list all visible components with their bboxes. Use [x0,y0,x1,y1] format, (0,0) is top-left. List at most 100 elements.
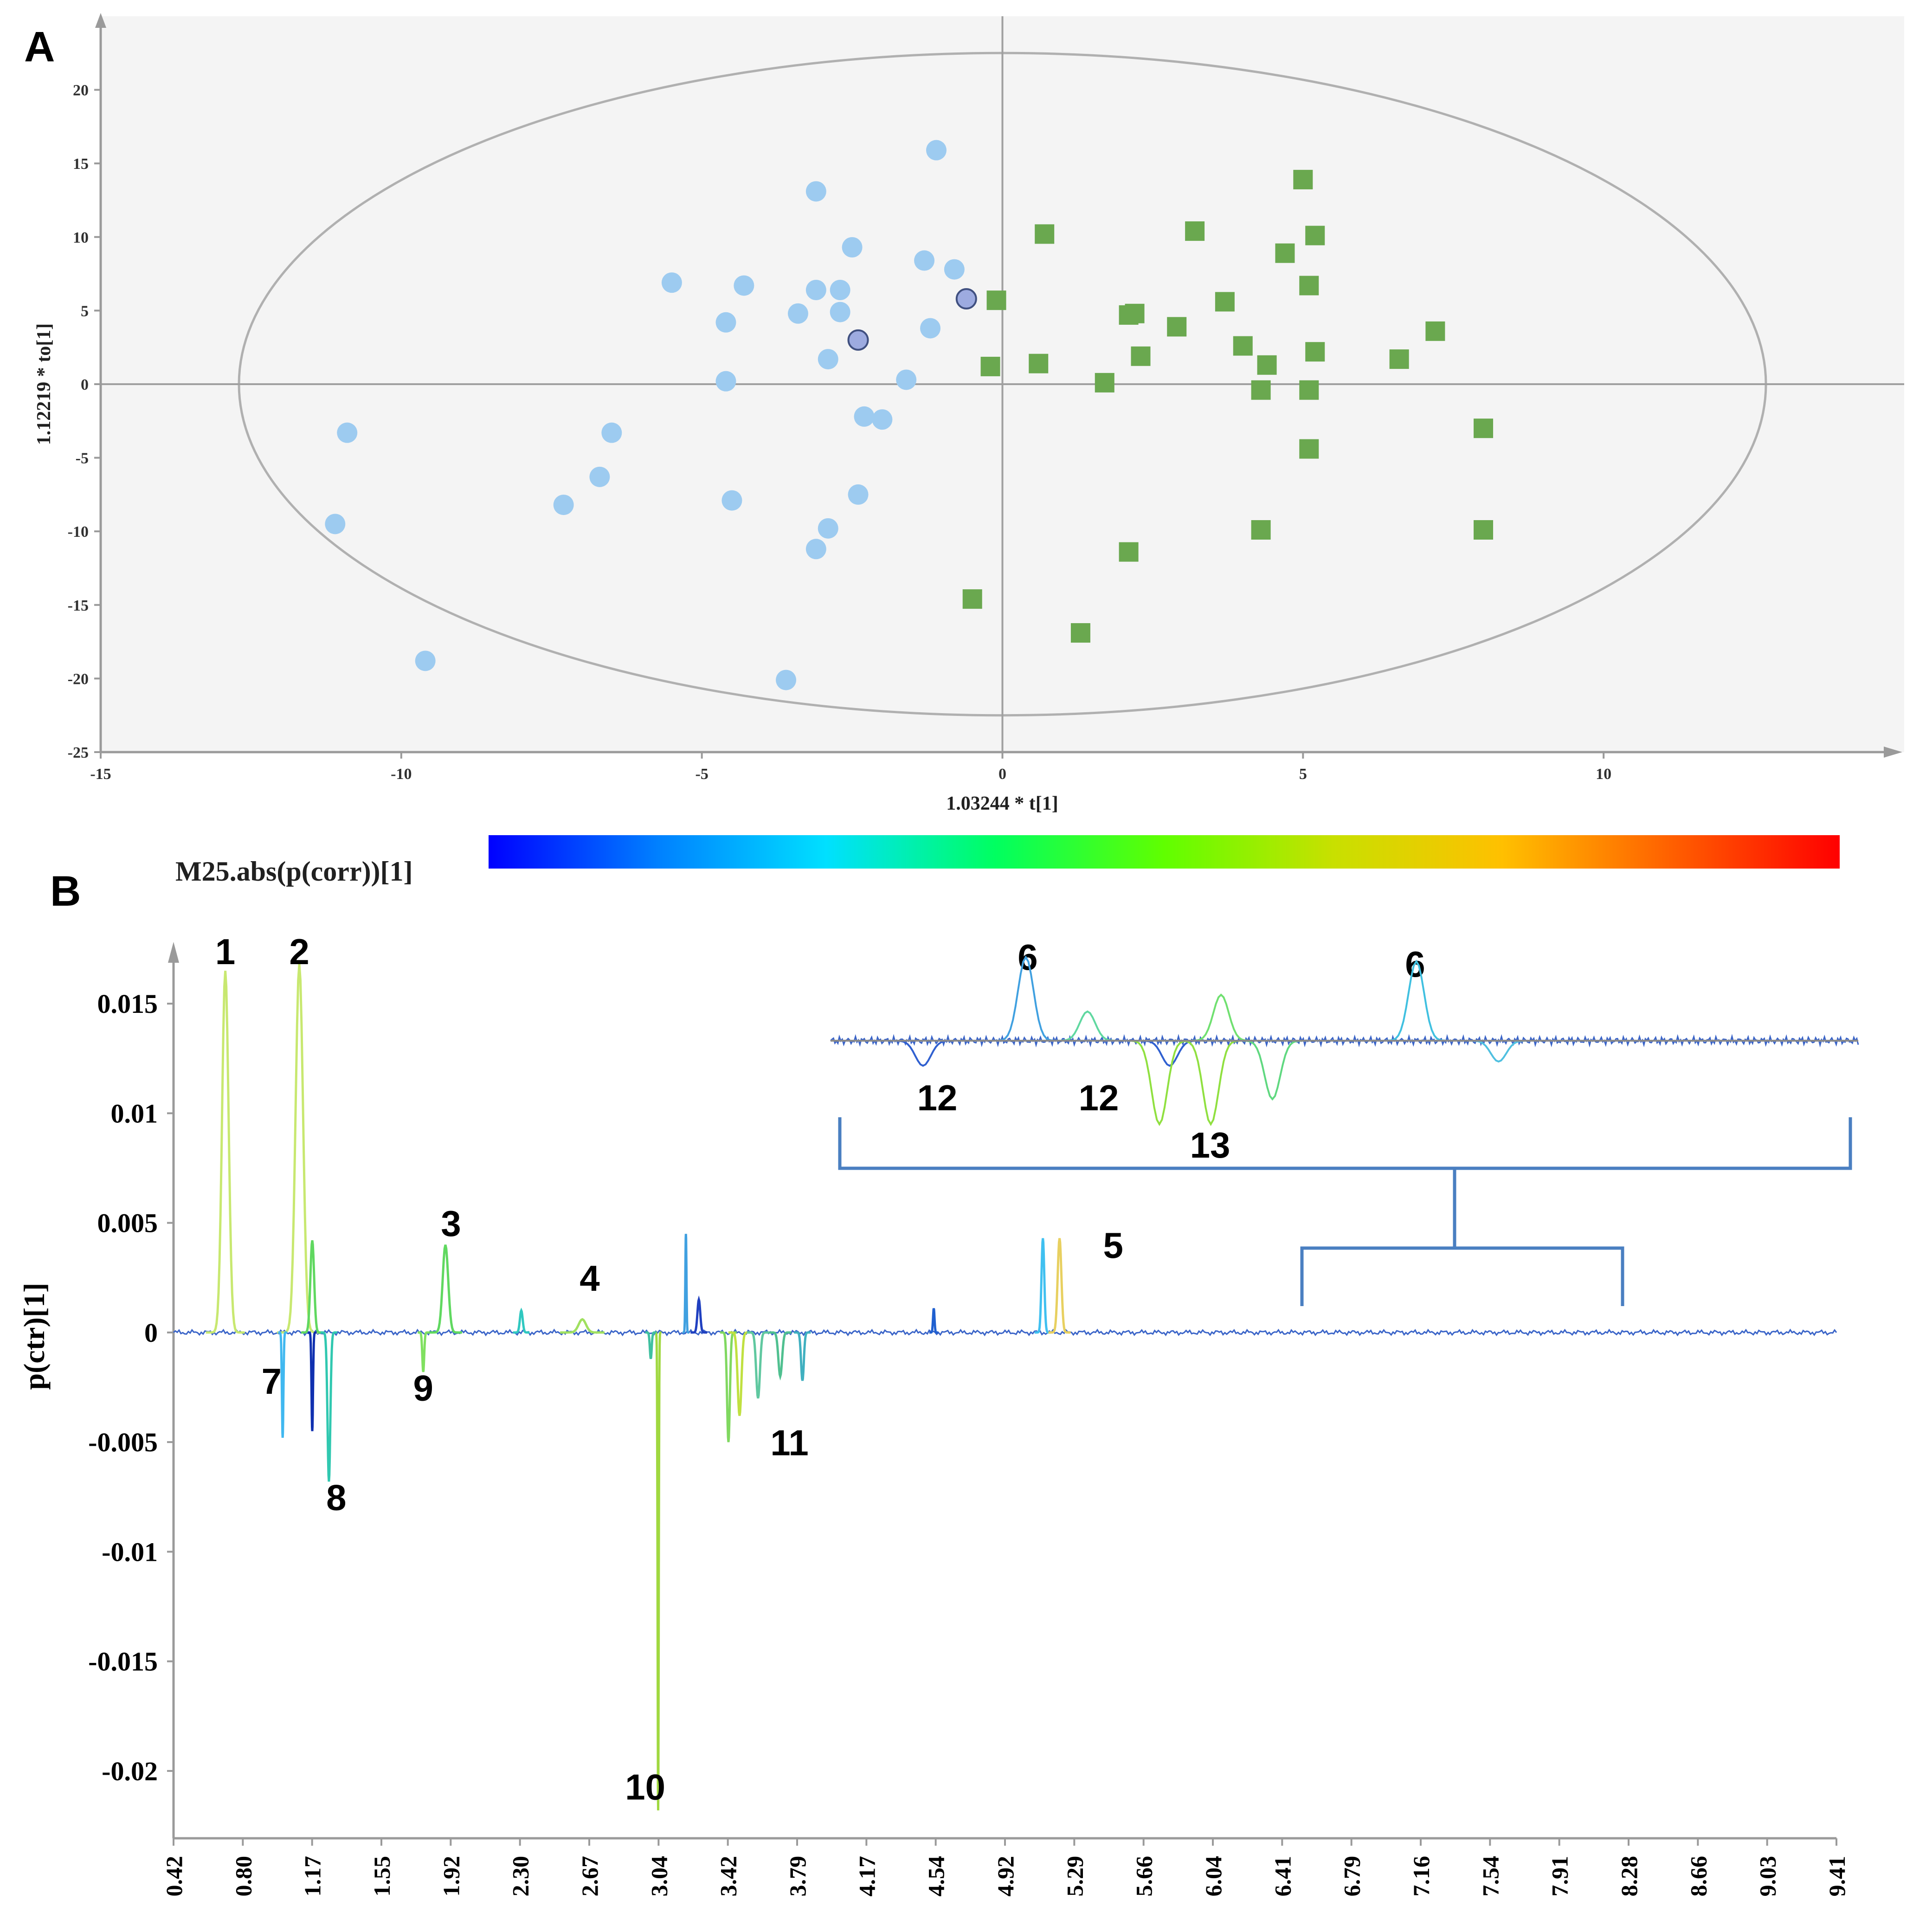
peak-label: 2 [289,931,309,972]
y-tick-label: 15 [73,155,89,173]
data-point-circle [926,140,947,161]
spectrum-baseline [173,1328,1837,1337]
data-point-square [1305,342,1325,362]
data-point-square [1257,355,1277,375]
data-point-square [1131,346,1151,366]
data-point-circle [872,409,893,430]
b-y-tick-label: -0.02 [102,1756,158,1786]
b-x-tick-label: 3.42 [715,1856,741,1897]
b-x-tick-label: 4.54 [923,1856,949,1897]
spectrum-peak [513,1307,530,1334]
loadings-plot: 0.015 0.01 0.005 0 -0.005 -0.01 -0.015 -0.02 0.… [18,931,1859,1897]
peak-label: 7 [262,1361,282,1402]
inset-peak-label: 12 [1079,1077,1119,1118]
colorbar: M25.abs(p(corr))[1] [175,835,1840,887]
data-point-square [1299,439,1319,459]
x-tick-label: 0 [998,766,1006,783]
data-point-circle [842,237,863,258]
y-axis-arrow [95,13,106,28]
inset-peak [1241,1040,1303,1101]
spectrum-lines [173,964,1837,1810]
data-point-square [1070,623,1090,643]
x-tick-group: -15 -10 -5 0 5 10 [90,752,1611,783]
spectrum-peak [418,1331,429,1372]
data-point-square [1474,419,1494,438]
inset-peak [1385,960,1448,1042]
data-point-square [1425,321,1445,341]
spectrum-peak [690,1295,708,1334]
b-x-tick-label: 9.03 [1755,1856,1781,1897]
data-point-circle [818,349,838,370]
peak-label: 10 [625,1766,665,1807]
y-tick-group: 20 15 10 5 0 -5 -10 -15 -20 -25 [68,82,101,761]
peak-label: 1 [215,931,235,972]
data-point-circle [415,650,436,671]
inset-peak-label: 13 [1190,1125,1230,1166]
data-point-square [1119,542,1139,562]
score-plot: -15 -10 -5 0 5 10 20 15 10 5 0 -5 -10 -15 -20 -25 1.03… [33,13,1904,814]
b-x-tick-label: 0.80 [230,1856,256,1897]
spectrum-peak [308,1331,317,1431]
b-x-tick-label: 7.54 [1477,1856,1503,1897]
y-axis-label: 1.12219 * to[1] [33,323,55,445]
b-x-tick-label: 0.42 [161,1856,187,1897]
b-x-tick-label: 8.28 [1616,1856,1642,1897]
data-point-square [1125,303,1145,323]
data-point-square [1305,225,1325,245]
b-x-tick-label: 1.92 [438,1856,464,1897]
spectrum-peak [655,1331,662,1810]
y-tick-label: -5 [76,450,89,467]
data-point-square [1275,243,1295,263]
data-point-square [1215,292,1235,312]
b-y-axis-label: p(ctr)[1] [18,1283,51,1390]
b-y-tick-label: 0.01 [111,1098,158,1128]
data-point-circle [715,371,736,392]
zoom-bracket [838,1117,1852,1306]
data-point-circle [601,422,622,443]
peak-label: 9 [413,1367,433,1408]
inset-peak [892,1040,954,1067]
spectrum-peak [1048,1238,1071,1334]
y-tick-label: 5 [81,303,89,320]
bracket-upper [838,1117,1852,1170]
b-x-tick-label: 7.91 [1547,1856,1573,1897]
b-x-tick-label: 6.04 [1200,1856,1226,1897]
b-x-tick-label: 6.79 [1339,1856,1365,1897]
data-point-square [1389,349,1409,369]
x-axis-label: 1.03244 * t[1] [946,793,1058,814]
spectrum-peak [720,1331,737,1443]
data-point-square [1185,221,1205,241]
inset-peak [1180,1040,1242,1127]
data-point-circle [914,250,935,271]
y-tick-label: -25 [68,744,89,761]
data-point-square [980,356,1000,376]
b-y-tick-group: 0.015 0.01 0.005 0 -0.005 -0.01 -0.015 -0.02 [88,989,174,1786]
x-tick-label: -10 [391,766,412,783]
colorbar-gradient [489,835,1840,869]
x-axis-arrow [1884,747,1902,758]
y-tick-label: -20 [68,670,89,688]
panel-label-b: B [50,868,81,915]
b-x-tick-label: 8.66 [1685,1856,1711,1897]
data-point-square [1029,354,1049,374]
spectrum-peak [301,1240,323,1334]
b-x-tick-label: 3.04 [646,1856,672,1897]
data-point-square [1251,380,1271,400]
data-point-circle [805,279,826,300]
spectrum-peak [560,1318,605,1334]
spectrum-peak [769,1331,792,1381]
spectrum-peak [206,971,245,1334]
b-y-tick-label: -0.005 [88,1427,158,1457]
spectrum-peak [429,1244,462,1334]
b-x-tick-label: 2.67 [577,1856,603,1897]
data-point-square [986,290,1006,310]
bracket-lower [1300,1246,1624,1306]
peak-label: 4 [580,1258,599,1299]
b-y-tick-label: 0.015 [97,989,158,1019]
b-x-tick-label: 6.41 [1269,1856,1295,1897]
data-point-circle [776,670,797,690]
data-point-square [1095,373,1114,393]
highlighted-point [955,288,977,310]
y-tick-label: -15 [68,597,89,614]
